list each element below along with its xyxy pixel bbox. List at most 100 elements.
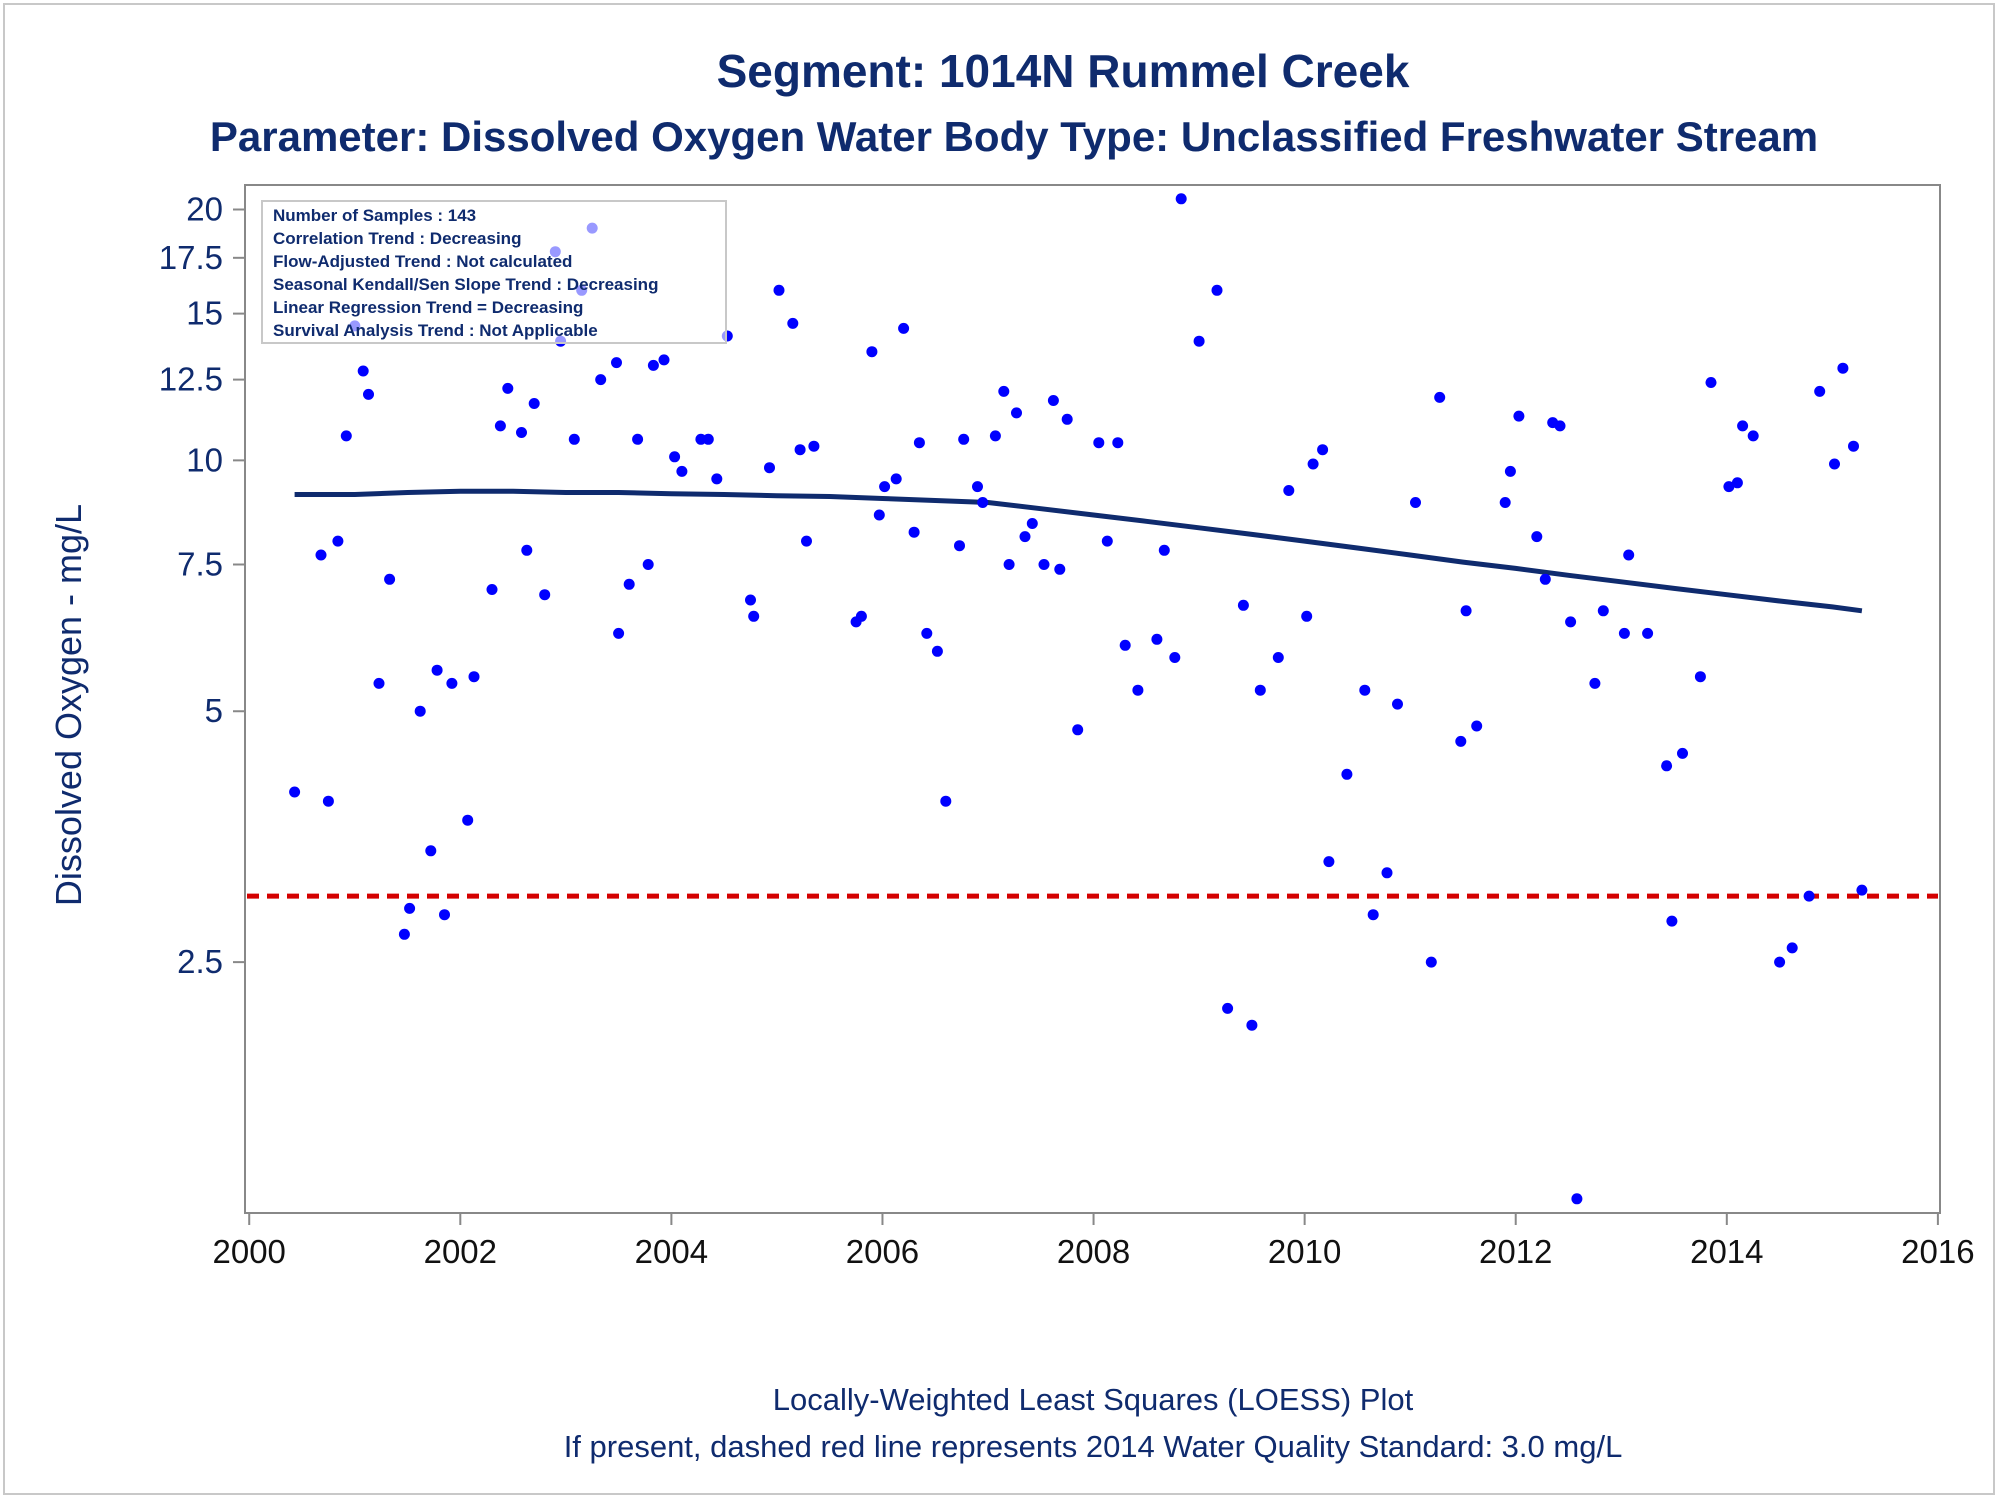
data-point-86: [1158, 544, 1170, 556]
data-point-36: [642, 559, 654, 570]
data-point-69: [989, 430, 1001, 442]
data-point-0: [289, 786, 301, 798]
data-point-28: [568, 433, 580, 445]
data-point-72: [1011, 407, 1022, 419]
y-tick-label-2.5: 2.5: [177, 943, 223, 980]
data-point-52: [808, 440, 820, 452]
y-axis: 2.5 5 7.5 10 12.5 15 17.5 20: [159, 190, 245, 980]
data-point-66: [958, 433, 970, 445]
data-point-54: [855, 610, 867, 622]
data-point-25: [539, 589, 551, 601]
data-point-110: [1460, 605, 1472, 617]
data-point-4: [340, 430, 352, 442]
data-point-82: [1112, 437, 1124, 449]
data-point-123: [1618, 627, 1630, 639]
data-point-42: [702, 433, 714, 445]
footnote-loess: Locally-Weighted Least Squares (LOESS) P…: [773, 1382, 1414, 1417]
data-point-112: [1499, 497, 1511, 508]
data-point-77: [1054, 563, 1066, 575]
data-point-14: [431, 664, 443, 676]
data-point-43: [711, 473, 723, 485]
data-point-2: [322, 795, 334, 807]
data-point-23: [521, 544, 533, 556]
chart-subtitle: Parameter: Dissolved Oxygen Water Body T…: [210, 113, 1818, 160]
data-point-138: [1814, 385, 1826, 397]
data-point-118: [1554, 420, 1566, 432]
data-point-140: [1837, 362, 1849, 374]
data-point-142: [1856, 884, 1868, 896]
data-point-32: [611, 357, 622, 369]
x-tick-label-2006: 2006: [846, 1233, 919, 1270]
data-point-105: [1392, 698, 1403, 710]
data-point-19: [486, 584, 498, 595]
data-point-103: [1367, 909, 1379, 921]
data-point-8: [373, 677, 385, 689]
x-tick-label-2016: 2016: [1901, 1233, 1974, 1270]
data-point-63: [931, 645, 943, 657]
data-point-84: [1132, 684, 1144, 696]
data-point-83: [1119, 639, 1131, 651]
y-tick-label-15: 15: [186, 295, 223, 332]
data-point-60: [908, 526, 920, 538]
data-point-115: [1531, 531, 1543, 543]
data-point-111: [1471, 720, 1483, 732]
chart-frame: Segment: 1014N Rummel Creek Parameter: D…: [3, 3, 1995, 1495]
data-point-114: [1513, 410, 1525, 422]
data-point-96: [1283, 485, 1295, 496]
data-point-12: [414, 705, 426, 717]
data-point-61: [913, 437, 925, 449]
data-point-16: [446, 677, 458, 689]
data-point-40: [676, 465, 688, 477]
data-point-65: [954, 540, 965, 552]
data-point-126: [1661, 760, 1673, 772]
data-point-39: [669, 451, 681, 463]
data-point-80: [1093, 437, 1105, 449]
data-point-74: [1026, 518, 1038, 529]
data-point-108: [1434, 391, 1446, 403]
data-point-132: [1731, 477, 1743, 489]
chart-title: Segment: 1014N Rummel Creek: [717, 45, 1410, 97]
y-tick-label-12.5: 12.5: [159, 361, 223, 398]
summary-number-of-samples: Number of Samples : 143: [273, 206, 476, 225]
data-point-58: [890, 473, 902, 485]
trend-summary-border: [261, 200, 727, 344]
y-tick-label-17.5: 17.5: [159, 239, 223, 276]
summary-linear-regression-trend: Linear Regression Trend = Decreasing: [273, 298, 583, 317]
data-point-131: [1723, 481, 1735, 493]
data-point-100: [1323, 856, 1335, 868]
y-tick-label-10: 10: [186, 441, 223, 478]
data-point-3: [332, 535, 344, 547]
data-point-22: [516, 427, 527, 438]
data-point-98: [1307, 458, 1319, 470]
y-axis-label: Dissolved Oxygen - mg/L: [48, 504, 89, 906]
data-point-70: [998, 385, 1010, 397]
data-point-85: [1151, 633, 1163, 645]
data-point-109: [1455, 735, 1467, 747]
data-point-134: [1747, 430, 1759, 442]
data-point-97: [1301, 610, 1313, 622]
data-point-102: [1359, 684, 1371, 696]
data-point-76: [1047, 395, 1059, 406]
data-point-51: [801, 535, 812, 547]
data-point-78: [1061, 413, 1073, 425]
data-point-95: [1272, 652, 1284, 663]
data-point-133: [1737, 420, 1749, 432]
data-point-128: [1677, 747, 1688, 759]
data-point-106: [1410, 497, 1421, 508]
data-point-68: [977, 497, 989, 508]
data-point-125: [1642, 627, 1654, 639]
x-tick-label-2002: 2002: [424, 1233, 497, 1270]
data-point-101: [1341, 768, 1353, 780]
data-point-75: [1038, 559, 1050, 570]
data-point-71: [1003, 559, 1015, 570]
data-point-121: [1589, 677, 1601, 689]
loess-trend-line: [294, 488, 1863, 614]
data-point-130: [1705, 377, 1717, 388]
data-point-137: [1803, 890, 1815, 902]
y-tick-label-7.5: 7.5: [177, 545, 223, 582]
data-point-119: [1565, 616, 1577, 628]
data-point-90: [1211, 284, 1223, 296]
footnote-standard: If present, dashed red line represents 2…: [564, 1429, 1623, 1464]
x-tick-label-2008: 2008: [1057, 1233, 1130, 1270]
data-point-129: [1694, 671, 1706, 683]
